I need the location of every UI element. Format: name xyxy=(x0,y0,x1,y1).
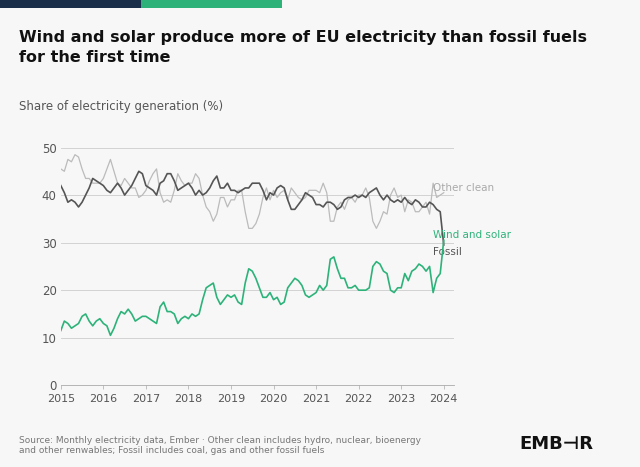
Text: Source: Monthly electricity data, Ember · Other clean includes hydro, nuclear, b: Source: Monthly electricity data, Ember … xyxy=(19,436,421,455)
Bar xyxy=(0,0,141,8)
Text: Other clean: Other clean xyxy=(433,183,494,193)
Bar xyxy=(141,0,282,8)
Text: Wind and solar produce more of EU electricity than fossil fuels
for the first ti: Wind and solar produce more of EU electr… xyxy=(19,30,588,65)
Text: EMB⊣R: EMB⊣R xyxy=(520,435,594,453)
Text: Fossil: Fossil xyxy=(433,247,462,257)
Text: Share of electricity generation (%): Share of electricity generation (%) xyxy=(19,100,223,113)
Text: Wind and solar: Wind and solar xyxy=(433,231,511,241)
